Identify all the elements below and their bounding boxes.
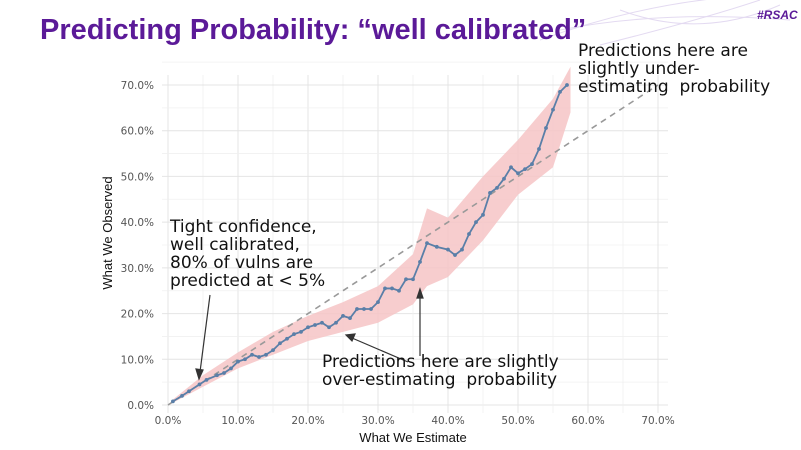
data-point (341, 313, 345, 318)
data-point (551, 107, 555, 112)
data-point (537, 147, 541, 151)
data-point (327, 325, 331, 330)
arrowhead (344, 333, 356, 343)
annotation-tight-confidence: Tight confidence, well calibrated, 80% o… (170, 217, 326, 291)
x-tick-label: 70.0% (641, 415, 674, 427)
data-point (509, 165, 513, 170)
arrowhead (416, 287, 424, 299)
data-point (516, 171, 520, 176)
x-tick-label: 40.0% (431, 415, 464, 427)
data-point (411, 277, 415, 282)
data-point (383, 286, 387, 291)
data-point (390, 286, 394, 291)
annotation-under-estimating: Predictions here are slightly under- est… (578, 41, 771, 97)
slide-title: Predicting Probability: “well calibrated… (40, 14, 587, 46)
x-tick-label: 10.0% (221, 415, 254, 427)
data-point (495, 185, 499, 190)
data-point (446, 247, 450, 252)
x-tick-label: 30.0% (361, 415, 394, 427)
data-point (397, 288, 401, 293)
data-point (306, 325, 310, 330)
data-point (236, 359, 240, 364)
data-point (271, 348, 275, 353)
data-point (565, 83, 569, 87)
y-tick-label: 70.0% (121, 80, 154, 92)
x-axis-title: What We Estimate (359, 430, 466, 445)
data-point (481, 212, 485, 217)
y-tick-label: 10.0% (121, 354, 154, 366)
decorative-network-swirl (539, 0, 791, 46)
data-point (467, 232, 471, 236)
data-point (171, 399, 175, 404)
x-tick-label: 50.0% (501, 415, 534, 427)
x-tick-label: 20.0% (291, 415, 324, 427)
data-point (488, 190, 492, 195)
arrow-left (199, 294, 211, 373)
x-tick-label: 60.0% (571, 415, 604, 427)
data-point (453, 253, 457, 257)
data-point (222, 371, 226, 375)
data-point (460, 247, 464, 252)
data-point (434, 244, 439, 249)
data-point (187, 389, 191, 394)
data-point (299, 329, 303, 334)
annotation-over-estimating: Predictions here are slightly over-estim… (322, 352, 559, 390)
data-point (243, 357, 247, 362)
data-point (502, 176, 506, 181)
data-point (362, 307, 366, 311)
y-tick-label: 60.0% (121, 126, 154, 138)
data-point (180, 393, 184, 398)
data-point (418, 260, 422, 264)
data-point (292, 332, 296, 337)
y-tick-label: 40.0% (121, 217, 154, 229)
data-point (474, 220, 478, 225)
data-point (369, 307, 373, 311)
arrowhead (195, 368, 204, 381)
y-tick-label: 0.0% (127, 400, 154, 412)
data-point (197, 382, 202, 387)
data-point (250, 352, 254, 357)
data-point (348, 316, 352, 321)
y-axis-title: What We Observed (100, 176, 115, 289)
data-point (264, 352, 268, 357)
data-point (544, 126, 548, 130)
arrow-bottom-1 (351, 337, 409, 363)
perfect-calibration-line (167, 84, 659, 406)
data-point (204, 377, 209, 382)
data-point (558, 89, 562, 94)
annotation-arrows (195, 287, 424, 381)
data-point (320, 320, 324, 325)
data-point (257, 355, 261, 359)
rsac-tag: #RSAC (757, 8, 798, 22)
data-point (530, 162, 534, 166)
data-point (404, 277, 408, 282)
data-point (278, 341, 282, 346)
x-tick-label: 0.0% (155, 415, 182, 427)
data-point (355, 307, 359, 311)
y-tick-label: 20.0% (121, 309, 154, 321)
y-tick-label: 30.0% (121, 263, 154, 275)
data-point (285, 336, 289, 341)
data-point (229, 366, 233, 371)
confidence-band (172, 66, 571, 403)
data-point (313, 323, 317, 327)
data-point (215, 373, 219, 378)
data-point (425, 241, 429, 246)
y-tick-label: 50.0% (121, 171, 154, 183)
data-point (376, 300, 380, 305)
data-point (523, 167, 527, 172)
data-point (334, 320, 338, 325)
